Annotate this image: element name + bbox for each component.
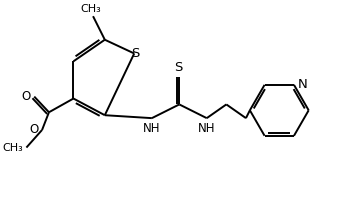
Text: NH: NH — [143, 122, 161, 135]
Text: CH₃: CH₃ — [81, 4, 102, 14]
Text: O: O — [21, 90, 30, 103]
Text: O: O — [29, 123, 38, 136]
Text: NH: NH — [198, 122, 215, 135]
Text: CH₃: CH₃ — [3, 142, 24, 153]
Text: S: S — [131, 47, 140, 60]
Text: N: N — [298, 78, 308, 91]
Text: S: S — [174, 61, 183, 74]
